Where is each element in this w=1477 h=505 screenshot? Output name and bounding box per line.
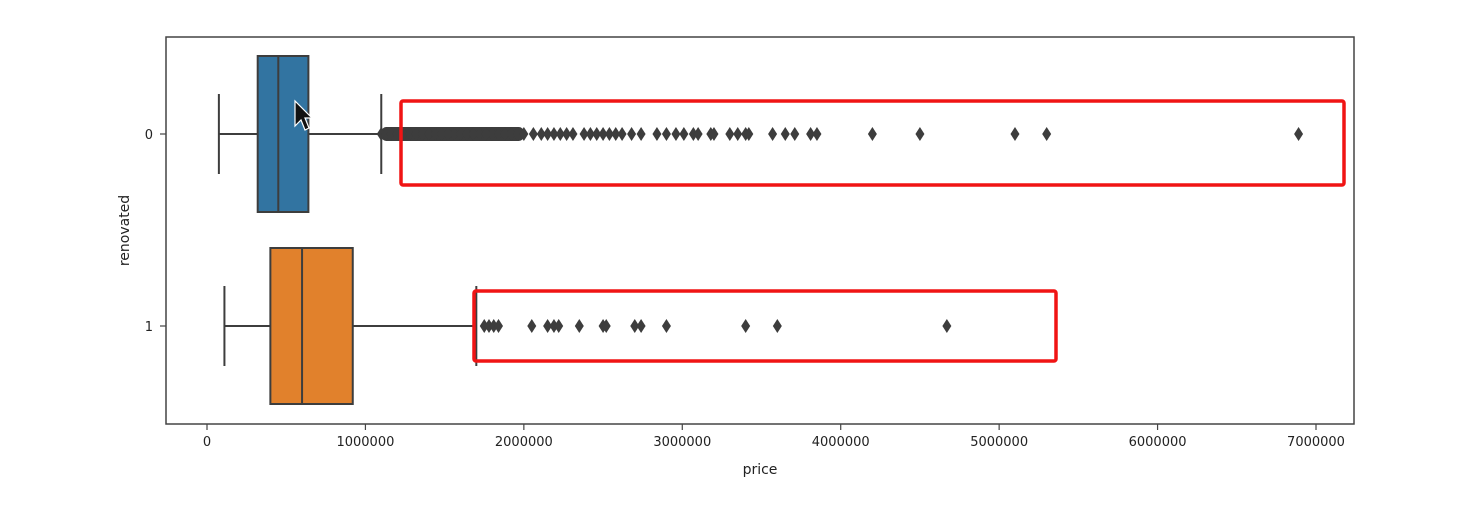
outlier-point [1010,127,1020,141]
outlier-point [741,319,751,333]
outlier-point [549,319,559,333]
outlier-point [679,127,689,141]
outlier-point [549,127,559,141]
outlier-point [780,127,790,141]
outlier-point [585,127,595,141]
outlier-point [376,127,386,141]
outlier-point [652,127,662,141]
outlier-point [494,319,504,333]
y-axis-label: renovated [117,195,133,266]
outlier-point [462,127,472,141]
outlier-point [500,127,510,141]
x-tick-label: 5000000 [970,435,1028,450]
x-tick-label: 7000000 [1287,435,1345,450]
outlier-point [867,127,877,141]
outlier-point [543,127,553,141]
outlier-point [636,127,646,141]
outlier-point [592,127,602,141]
outlier-point [417,127,427,141]
outlier-point [555,127,565,141]
outlier-point [574,319,584,333]
outlier-point [1294,127,1304,141]
outlier-point [519,127,529,141]
outlier-point [617,127,627,141]
outlier-point [468,127,478,141]
outlier-point [489,319,499,333]
outlier-point [455,127,465,141]
outlier-point [942,319,952,333]
y-tick-label: 0 [145,128,153,143]
outlier-point [513,127,523,141]
outlier-point [768,127,778,141]
box-iqr-1 [269,247,354,405]
y-tick-label: 1 [145,320,153,335]
outlier-point [386,127,396,141]
outlier-point [693,127,703,141]
x-tick-label: 4000000 [812,435,870,450]
outlier-point [611,127,621,141]
outlier-point [527,319,537,333]
outlier-point [661,319,671,333]
outlier-point [562,127,572,141]
outlier-point [411,127,421,141]
outlier-point [915,127,925,141]
x-tick-label: 2000000 [495,435,553,450]
outlier-point [806,127,816,141]
x-tick-label: 1000000 [336,435,394,450]
outlier-point [661,127,671,141]
outlier-point [790,127,800,141]
x-tick-label: 3000000 [653,435,711,450]
plot-frame [165,36,1355,425]
outlier-point [568,127,578,141]
highlight-box-outliers-0 [399,99,1346,187]
outlier-point [579,127,589,141]
mouse-cursor-icon [294,99,314,131]
outlier-point [812,127,822,141]
outlier-point [554,319,564,333]
outlier-point [709,127,719,141]
outlier-point [1042,127,1052,141]
outlier-point [481,127,491,141]
outlier-point [424,127,434,141]
outlier-point [449,127,459,141]
outlier-point [627,127,637,141]
outlier-point [604,127,614,141]
outlier-point [733,127,743,141]
outlier-point [479,319,489,333]
outlier-point [487,127,497,141]
outlier-point [381,127,391,141]
outlier-point [494,127,504,141]
outlier-point [474,127,484,141]
x-tick-label: 6000000 [1129,435,1187,450]
outlier-point [688,127,698,141]
outlier-point [601,319,611,333]
box-iqr-0 [256,55,310,213]
outlier-point [430,127,440,141]
outlier-point [772,319,782,333]
highlight-box-outliers-1 [472,289,1058,363]
x-tick-label: 0 [203,435,211,450]
outlier-point [528,127,538,141]
outlier-point [506,127,516,141]
outlier-point [443,127,453,141]
outlier-point [536,127,546,141]
x-axis-label: price [743,462,778,478]
outlier-point [636,319,646,333]
outlier-point [630,319,640,333]
outlier-point [671,127,681,141]
outlier-point [484,319,494,333]
outlier-point [725,127,735,141]
outlier-point [436,127,446,141]
outlier-point [598,127,608,141]
outlier-point [744,127,754,141]
outlier-point [405,127,415,141]
outlier-point [543,319,553,333]
